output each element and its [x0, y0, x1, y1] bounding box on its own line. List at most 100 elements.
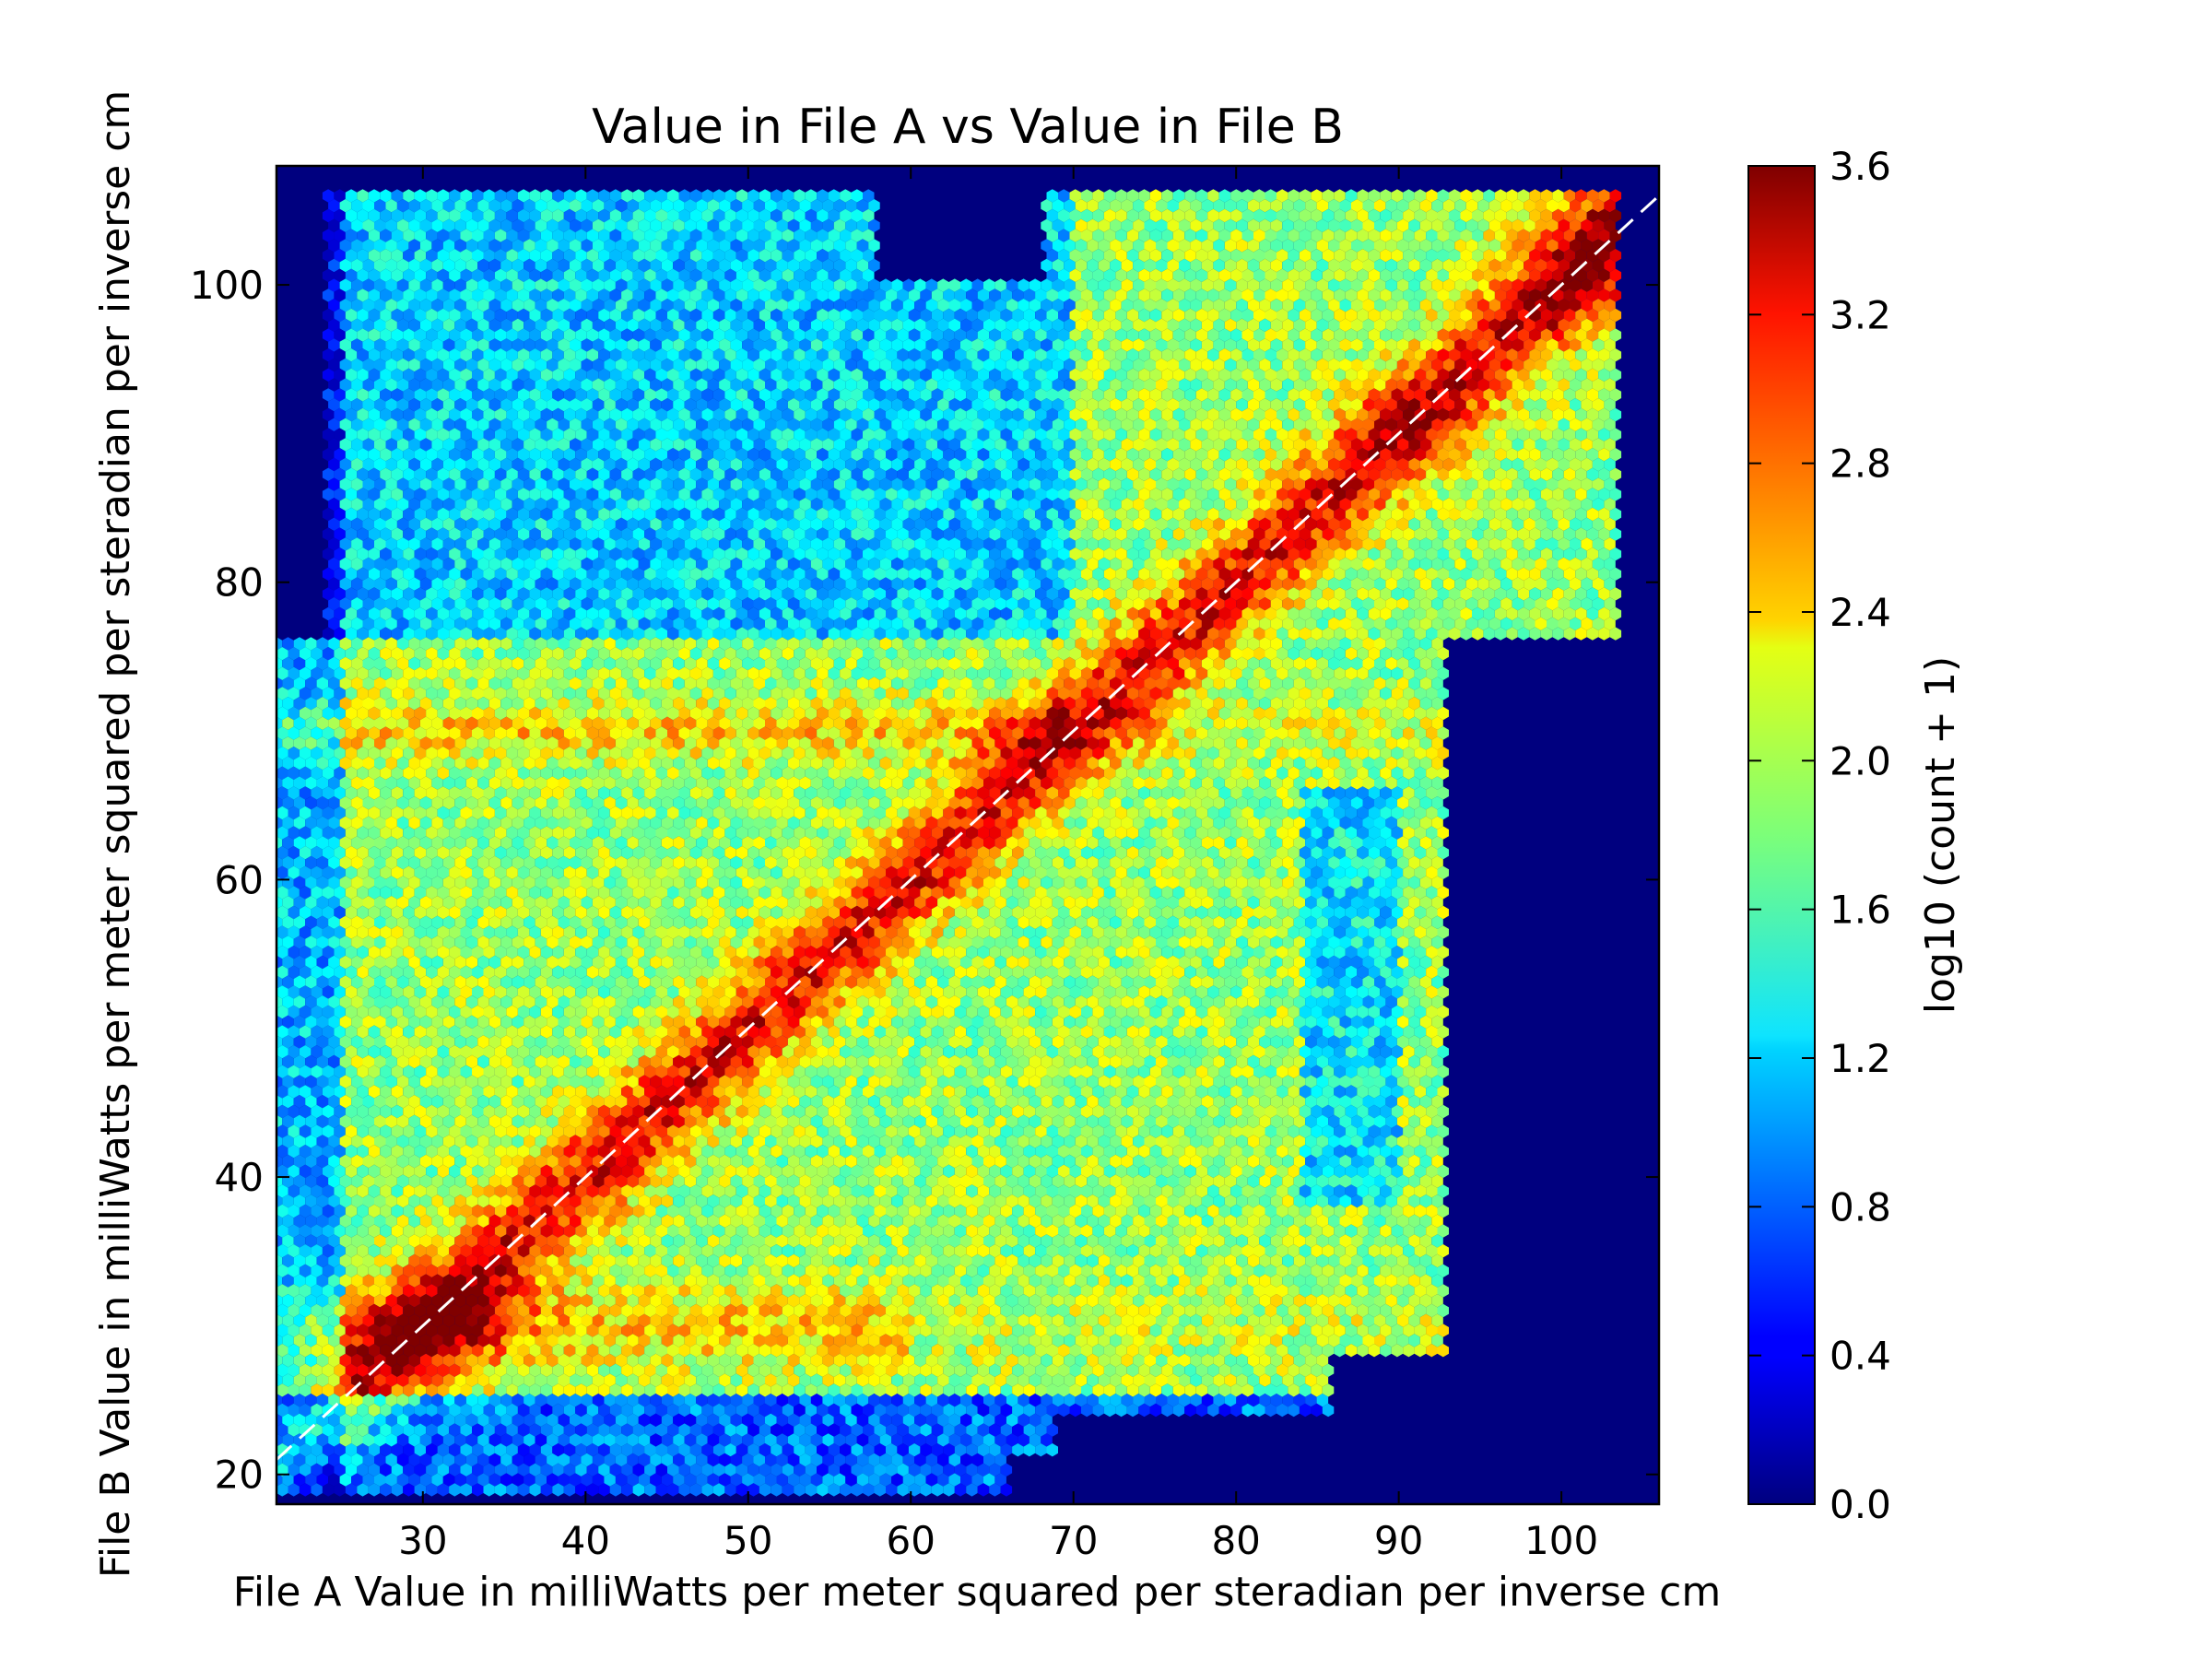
hexbin-cell	[517, 189, 530, 203]
hexbin-cell	[391, 268, 404, 282]
hexbin-cell	[1535, 199, 1547, 213]
hexbin-cell	[1339, 199, 1351, 213]
hexbin-cell	[753, 199, 765, 213]
hexbin-cell	[627, 239, 639, 253]
hexbin-cell	[1098, 258, 1111, 273]
hexbin-cell	[1277, 249, 1288, 263]
hexbin-cell	[719, 258, 731, 273]
hexbin-cell	[1213, 239, 1225, 253]
hexbin-cell	[1115, 189, 1127, 203]
hexbin-cell	[1052, 218, 1065, 232]
hexbin-cell	[644, 268, 656, 282]
hexbin-cell	[1437, 208, 1449, 223]
hexbin-cell	[787, 239, 800, 253]
hexbin-cell	[1058, 229, 1070, 242]
hexbin-cell	[1328, 199, 1340, 213]
hexbin-cell	[615, 258, 628, 273]
hexbin-cell	[1247, 258, 1260, 273]
hexbin-cell	[1224, 199, 1237, 213]
hexbin-cell	[1592, 218, 1605, 232]
hexbin-cell	[1437, 249, 1449, 263]
hexbin-cell	[1075, 258, 1088, 273]
hexbin-cell	[845, 258, 857, 273]
hexbin-cell	[1431, 239, 1443, 253]
hexbin-cell	[1426, 229, 1438, 242]
hexbin-cell	[586, 249, 599, 263]
hexbin-cell	[1414, 249, 1427, 263]
hexbin-cell	[787, 218, 800, 232]
hexbin-cell	[1552, 208, 1564, 223]
hexbin-cell	[357, 268, 369, 282]
hexbin-cell	[1442, 258, 1455, 273]
hexbin-cell	[396, 258, 409, 273]
hexbin-cell	[581, 239, 593, 253]
hexbin-cell	[1241, 208, 1253, 223]
hexbin-cell	[1547, 199, 1559, 213]
hexbin-cell	[673, 199, 685, 213]
hexbin-cell	[840, 249, 852, 263]
hexbin-cell	[374, 218, 386, 232]
hexbin-cell	[1506, 189, 1518, 203]
hexbin-cell	[863, 208, 875, 223]
hexbin-cell	[1488, 258, 1501, 273]
hexbin-cell	[1540, 208, 1553, 223]
hexbin-cell	[472, 229, 484, 242]
hexbin-cell	[1351, 218, 1363, 232]
hexbin-cell	[684, 239, 697, 253]
hexbin-cell	[1391, 189, 1404, 203]
hexbin-cell	[644, 229, 656, 242]
hexbin-cell	[1224, 239, 1237, 253]
hexbin-cell	[465, 199, 478, 213]
hexbin-cell	[1506, 229, 1518, 242]
hexbin-cell	[1598, 249, 1610, 263]
hexbin-cell	[828, 229, 841, 242]
hexbin-cell	[345, 249, 358, 263]
hexbin-cell	[712, 208, 725, 223]
hexbin-cell	[454, 239, 466, 253]
hexbin-cell	[701, 229, 713, 242]
hexbin-cell	[1092, 208, 1104, 223]
hexbin-cell	[1563, 229, 1576, 242]
hexbin-cell	[586, 229, 599, 242]
hexbin-cell	[632, 189, 645, 203]
hexbin-cell	[863, 249, 875, 263]
hexbin-cell	[1442, 239, 1455, 253]
hexbin-cell	[442, 258, 455, 273]
hexbin-cell	[1172, 208, 1185, 223]
hexbin-cell	[1403, 189, 1415, 203]
hexbin-cell	[1087, 239, 1099, 253]
hexbin-cell	[391, 208, 404, 223]
hexbin-cell	[1524, 239, 1535, 253]
hexbin-cell	[863, 229, 875, 242]
hexbin-cell	[1282, 239, 1294, 253]
hexbin-cell	[1293, 199, 1306, 213]
hexbin-cell	[1207, 208, 1219, 223]
hexbin-cell	[1449, 208, 1461, 223]
hexbin-cell	[1311, 189, 1323, 203]
hexbin-cell	[759, 249, 771, 263]
hexbin-cell	[1552, 229, 1564, 242]
hexbin-cell	[655, 208, 667, 223]
hexbin-cell	[1156, 239, 1168, 253]
hexbin-cell	[1179, 258, 1191, 273]
hexbin-cell	[1396, 258, 1409, 273]
hexbin-cell	[1586, 229, 1599, 242]
hexbin-cell	[1046, 249, 1058, 263]
hexbin-cell	[1282, 218, 1294, 232]
hexbin-cell	[1449, 229, 1461, 242]
hexbin-cell	[1138, 189, 1150, 203]
hexbin-cell	[1414, 229, 1427, 242]
hexbin-cell	[1156, 199, 1168, 213]
hexbin-cell	[868, 218, 880, 232]
hexbin-cell	[1133, 199, 1145, 213]
hexbin-cell	[1547, 218, 1559, 232]
hexbin-cell	[1609, 249, 1622, 263]
hexbin-cell	[472, 208, 484, 223]
hexbin-cell	[598, 208, 610, 223]
hexbin-cell	[1167, 239, 1179, 253]
hexbin-cell	[701, 208, 713, 223]
hexbin-cell	[638, 258, 651, 273]
hexbin-cell	[627, 258, 639, 273]
hexbin-cell	[1179, 239, 1191, 253]
hexbin-cell	[477, 199, 489, 213]
